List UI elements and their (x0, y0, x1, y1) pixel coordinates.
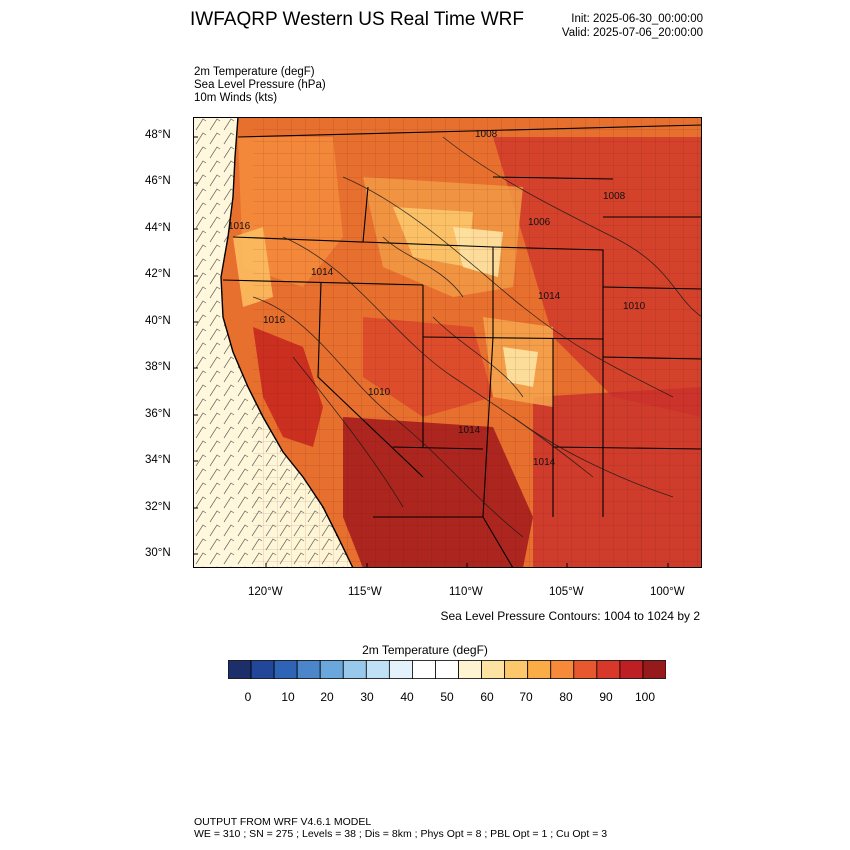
colorbar-swatch (504, 660, 529, 679)
lat-tick-label: 36°N (145, 408, 171, 420)
colorbar-swatch (342, 660, 367, 679)
lat-tick-label: 48°N (145, 129, 171, 141)
colorbar-label: 70 (519, 690, 533, 704)
pressure-label: 1008 (603, 191, 626, 202)
lon-tick-label: 115°W (348, 586, 382, 598)
pressure-label: 1014 (533, 457, 556, 468)
colorbar-label: 40 (400, 690, 414, 704)
colorbar-swatch (228, 660, 252, 679)
colorbar-swatch (388, 660, 413, 679)
pressure-label: 1010 (623, 301, 646, 312)
colorbar-swatch (550, 660, 575, 679)
colorbar-swatch (365, 660, 390, 679)
colorbar-label: 30 (360, 690, 374, 704)
pressure-label: 1014 (311, 267, 334, 278)
colorbar-swatch (273, 660, 298, 679)
colorbar-label: 10 (281, 690, 295, 704)
lat-tick-label: 30°N (145, 547, 171, 559)
map-title: IWFAQRP Western US Real Time WRF (190, 9, 524, 30)
colorbar-swatch (296, 660, 321, 679)
colorbar-label: 0 (244, 690, 252, 704)
coastline (220, 117, 354, 568)
colorbar-swatch (481, 660, 506, 679)
colorbar-swatch (435, 660, 459, 679)
colorbar-title: 2m Temperature (degF) (362, 643, 488, 657)
colorbar-label: 50 (440, 690, 454, 704)
colorbar (228, 660, 666, 679)
pressure-label: 1008 (475, 129, 498, 140)
pressure-label: 1014 (458, 425, 481, 436)
colorbar-swatch (596, 660, 621, 679)
lon-tick-label: 100°W (650, 586, 685, 598)
colorbar-label: 20 (320, 690, 334, 704)
lon-tick-label: 105°W (549, 586, 584, 598)
colorbar-swatch (250, 660, 275, 679)
lat-tick-label: 34°N (145, 454, 171, 466)
pressure-label: 1016 (263, 315, 286, 326)
colorbar-label: 60 (480, 690, 494, 704)
valid-time: Valid: 2025-07-06_20:00:00 (561, 27, 703, 39)
pressure-contours (252, 136, 702, 538)
colorbar-swatch (527, 660, 552, 679)
lat-tick-label: 40°N (145, 315, 171, 327)
init-time: Init: 2025-06-30_00:00:00 (571, 13, 703, 25)
colorbar-swatch (573, 660, 598, 679)
lat-tick-label: 46°N (145, 175, 171, 187)
field-label-winds: 10m Winds (kts) (194, 92, 278, 104)
field-label-pressure: Sea Level Pressure (hPa) (194, 79, 326, 91)
colorbar-label: 90 (599, 690, 613, 704)
lon-tick-label: 110°W (449, 586, 483, 598)
pressure-label: 1014 (538, 291, 561, 302)
pressure-contour-note: Sea Level Pressure Contours: 1004 to 102… (440, 609, 701, 623)
lon-tick-label: 120°W (248, 586, 283, 598)
colorbar-swatch (412, 660, 436, 679)
colorbar-swatch (458, 660, 482, 679)
field-label-temperature: 2m Temperature (degF) (194, 66, 315, 78)
colorbar-swatch (319, 660, 344, 679)
state-borders (222, 124, 702, 568)
model-footer: OUTPUT FROM WRF V4.6.1 MODEL (194, 816, 372, 828)
weather-map: 1008 1008 1016 1014 1016 1014 1010 1006 … (193, 117, 702, 568)
colorbar-label: 100 (634, 690, 656, 704)
colorbar-swatch (619, 660, 644, 679)
colorbar-label: 80 (559, 690, 573, 704)
lat-tick-label: 44°N (145, 222, 171, 234)
pressure-label: 1016 (228, 221, 251, 232)
pressure-label: 1010 (368, 387, 391, 398)
colorbar-swatch (642, 660, 666, 679)
pressure-label: 1006 (528, 217, 551, 228)
lat-tick-label: 42°N (145, 268, 171, 280)
lat-tick-label: 32°N (145, 501, 171, 513)
lat-tick-label: 38°N (145, 361, 171, 373)
model-config: WE = 310 ; SN = 275 ; Levels = 38 ; Dis … (194, 828, 608, 840)
